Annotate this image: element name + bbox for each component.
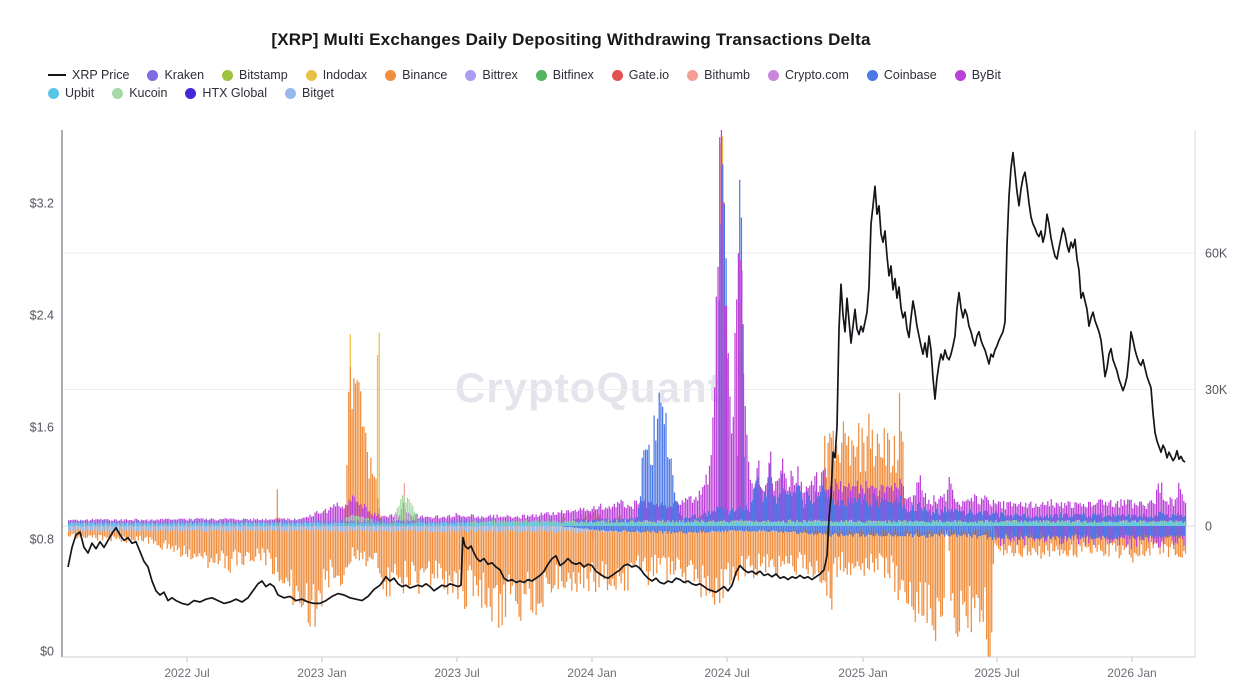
legend-item-upbit[interactable]: Upbit [48,86,94,100]
dot-swatch-icon [866,69,878,81]
dot-swatch-icon [687,69,699,81]
cryptoquant-watermark: CryptoQuant [455,364,723,411]
x-tick-label-2024-jan: 2024 Jan [567,666,616,680]
dot-swatch-icon [465,69,477,81]
price-tick-label-1.6: $1.6 [30,421,54,435]
x-tick-label-2022-jul: 2022 Jul [164,666,209,680]
x-tick-label-2023-jul: 2023 Jul [434,666,479,680]
legend-item-binance[interactable]: Binance [385,68,447,82]
legend-item-label: HTX Global [202,86,268,100]
delta-tick-label-0: 0 [1205,520,1212,534]
x-tick-label-2023-jan: 2023 Jan [297,666,346,680]
series-binance-below [68,526,1187,657]
legend-item-label: Kucoin [129,86,168,100]
legend-item-label: Kraken [164,68,205,82]
dot-swatch-icon [611,69,623,81]
legend-item-bybit[interactable]: ByBit [954,68,1001,82]
legend-item-label: Gate.io [628,68,670,82]
chart-title: [XRP] Multi Exchanges Daily Depositing W… [271,30,871,49]
legend-item-bittrex[interactable]: Bittrex [465,68,518,82]
legend-item-label: Upbit [65,86,95,100]
legend-item-indodax[interactable]: Indodax [305,68,368,82]
price-tick-label-3.2: $3.2 [30,197,54,211]
dot-swatch-icon [285,87,297,99]
legend-item-label: XRP Price [72,68,130,82]
legend-item-label: Crypto.com [784,68,849,82]
dot-swatch-icon [954,69,966,81]
dot-swatch-icon [767,69,779,81]
legend-item-coinbase[interactable]: Coinbase [866,68,937,82]
x-tick-label-2024-jul: 2024 Jul [704,666,749,680]
legend-item-bithumb[interactable]: Bithumb [687,68,750,82]
legend-item-htx-global[interactable]: HTX Global [185,86,267,100]
legend-item-bitstamp[interactable]: Bitstamp [222,68,288,82]
legend-item-label: Bitfinex [552,68,594,82]
legend-item-label: Indodax [322,68,368,82]
legend-item-label: Bithumb [704,68,750,82]
legend-item-kraken[interactable]: Kraken [147,68,204,82]
legend-item-label: ByBit [971,68,1001,82]
delta-tick-label-60K: 60K [1205,247,1228,261]
series-upbit-line [68,521,1187,526]
legend-item-kucoin[interactable]: Kucoin [112,86,167,100]
legend-item-label: Bittrex [482,68,518,82]
legend-row-1: XRP Price Kraken Bitstamp Indodax Binance Bit… [48,68,1208,82]
dot-swatch-icon [305,69,317,81]
delta-tick-label-30K: 30K [1205,383,1228,397]
dot-swatch-icon [535,69,547,81]
bar-series-layer [68,130,1187,657]
legend-item-bitget[interactable]: Bitget [285,86,334,100]
line-swatch-icon [48,74,66,76]
price-tick-label-0.8: $0.8 [30,533,54,547]
x-tick-label-2025-jan: 2025 Jan [838,666,887,680]
dot-swatch-icon [385,69,397,81]
legend-item-label: Binance [402,68,448,82]
legend-row-2: Upbit Kucoin HTX Global Bitget [48,86,1208,100]
price-tick-label-2.4: $2.4 [30,309,54,323]
x-tick-label-2026-jan: 2026 Jan [1107,666,1156,680]
legend-item-bitfinex[interactable]: Bitfinex [535,68,594,82]
legend-item-crypto-com[interactable]: Crypto.com [767,68,849,82]
series-kucoin-bump [345,495,422,526]
dot-swatch-icon [222,69,234,81]
legend-item-gate-io[interactable]: Gate.io [611,68,670,82]
legend-item-label: Bitstamp [239,68,288,82]
series-indodax-tips [349,136,742,526]
dot-swatch-icon [48,87,59,99]
xrp-price-line [67,151,1186,606]
series-coinbase-above [561,392,1186,526]
legend-item-label: Coinbase [883,68,937,82]
legend: XRP Price Kraken Bitstamp Indodax Binance Bit… [48,68,1208,100]
series-coinbase-below [563,526,1186,541]
dot-swatch-icon [112,87,124,99]
legend-item-xrp-price[interactable]: XRP Price [48,68,129,82]
legend-item-label: Bitget [302,86,334,100]
series-bybit-above [68,130,1187,526]
dot-swatch-icon [147,69,159,81]
dot-swatch-icon [185,87,197,99]
x-tick-label-2025-jul: 2025 Jul [974,666,1019,680]
price-tick-label-0: $0 [40,645,54,659]
